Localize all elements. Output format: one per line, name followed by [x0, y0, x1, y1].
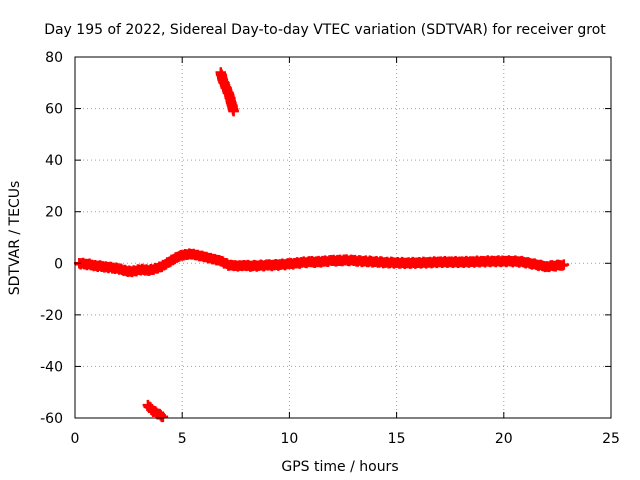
x-axis-label: GPS time / hours [281, 459, 398, 475]
y-tick-label: -60 [40, 411, 63, 427]
series-main-trace [74, 248, 570, 278]
plot-frame [74, 56, 612, 419]
data-point-dense [148, 262, 161, 275]
grid [75, 57, 611, 418]
data-point-dense [114, 263, 126, 275]
x-tick-label: 5 [178, 431, 187, 447]
y-tick-label: 60 [45, 102, 63, 118]
data-point-dense [156, 411, 168, 423]
y-axis-label: SDTVAR / TECUs [7, 181, 23, 296]
data-point-dense [555, 260, 568, 271]
y-tick-label: 0 [54, 256, 63, 272]
y-tick-label: 80 [45, 50, 63, 66]
data-point-dense [152, 261, 165, 274]
series-lower-segment [142, 399, 169, 423]
data-points [74, 67, 570, 423]
chart-title: Day 195 of 2022, Sidereal Day-to-day VTE… [44, 22, 606, 38]
data-point-dense [218, 77, 230, 89]
y-tick-label: 20 [45, 205, 63, 221]
series-upper-segment [215, 67, 239, 117]
x-tick-label: 0 [71, 431, 80, 447]
axis-ticks: 0 5 10 15 20 25 -60 -40 -20 0 20 40 60 80 [40, 50, 620, 447]
x-tick-label: 10 [280, 431, 298, 447]
data-point-dense [143, 401, 157, 415]
data-point-dense [226, 100, 239, 116]
y-tick-label: -40 [40, 359, 63, 375]
x-tick-label: 25 [602, 431, 620, 447]
x-tick-label: 15 [388, 431, 406, 447]
y-tick-label: -20 [40, 308, 63, 324]
x-tick-label: 20 [495, 431, 513, 447]
y-tick-label: 40 [45, 153, 63, 169]
data-point-dense [532, 259, 547, 272]
data-point-dense [222, 87, 235, 99]
data-point-dense [148, 406, 161, 417]
data-point-dense [152, 408, 165, 420]
data-point-dense [220, 82, 232, 94]
data-point-dense [216, 255, 230, 269]
